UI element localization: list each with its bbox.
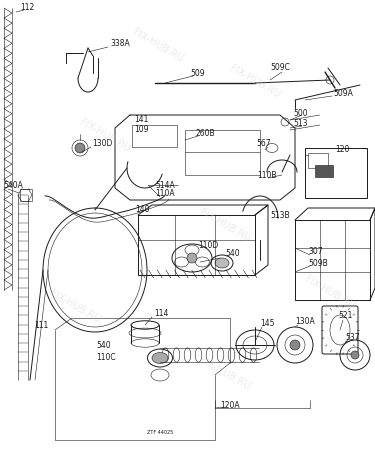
Text: 120: 120 [335,145,350,154]
Text: 110A: 110A [155,189,175,198]
Text: 509C: 509C [270,63,290,72]
Text: 540A: 540A [3,180,23,189]
Ellipse shape [152,352,168,364]
Text: 109: 109 [134,125,148,134]
Circle shape [75,143,85,153]
Text: 513B: 513B [270,211,290,220]
Text: 540: 540 [225,249,240,258]
Text: FIX-HUB.RU: FIX-HUB.RU [78,117,132,153]
Bar [132,125,177,147]
Text: FIX-HUB.RU: FIX-HUB.RU [198,355,252,392]
Text: 114: 114 [154,310,168,319]
Text: 521: 521 [338,311,352,320]
Text: 130A: 130A [295,318,315,327]
Text: 509: 509 [190,68,205,77]
Bar [315,165,333,177]
Text: 110D: 110D [198,242,218,251]
Text: 112: 112 [20,4,34,13]
Text: 141: 141 [134,114,148,123]
Text: 500: 500 [293,108,308,117]
Text: FIX-HUB.RU: FIX-HUB.RU [130,27,184,63]
Text: FIX-HUB.RU: FIX-HUB.RU [198,207,252,243]
Text: 509B: 509B [308,260,328,269]
Text: 513: 513 [293,120,308,129]
Text: 260B: 260B [196,129,216,138]
Text: 110B: 110B [257,171,276,180]
Bar [185,130,260,175]
Circle shape [290,340,300,350]
Text: 145: 145 [260,320,274,328]
Text: 307: 307 [308,248,322,256]
Bar [20,189,32,201]
Text: FIX-HUB.RU: FIX-HUB.RU [48,288,102,324]
Text: ZTF 44025: ZTF 44025 [147,429,173,435]
Text: FIX-HUB.RU: FIX-HUB.RU [303,274,357,311]
Text: FIX-HUB.RU: FIX-HUB.RU [228,63,282,99]
Text: 567: 567 [256,139,271,148]
Circle shape [187,253,197,263]
Text: 130D: 130D [92,140,112,148]
Bar [305,148,367,198]
Text: 140: 140 [135,206,150,215]
Text: 120A: 120A [220,400,240,410]
Bar [308,153,328,168]
Circle shape [351,351,359,359]
Text: 537: 537 [345,333,360,342]
Text: 514A: 514A [155,181,175,190]
Ellipse shape [215,258,229,268]
Text: 338A: 338A [110,40,130,49]
Text: 111: 111 [34,320,48,329]
Text: 509A: 509A [333,89,353,98]
Text: 540: 540 [96,341,111,350]
Text: 110C: 110C [96,352,116,361]
